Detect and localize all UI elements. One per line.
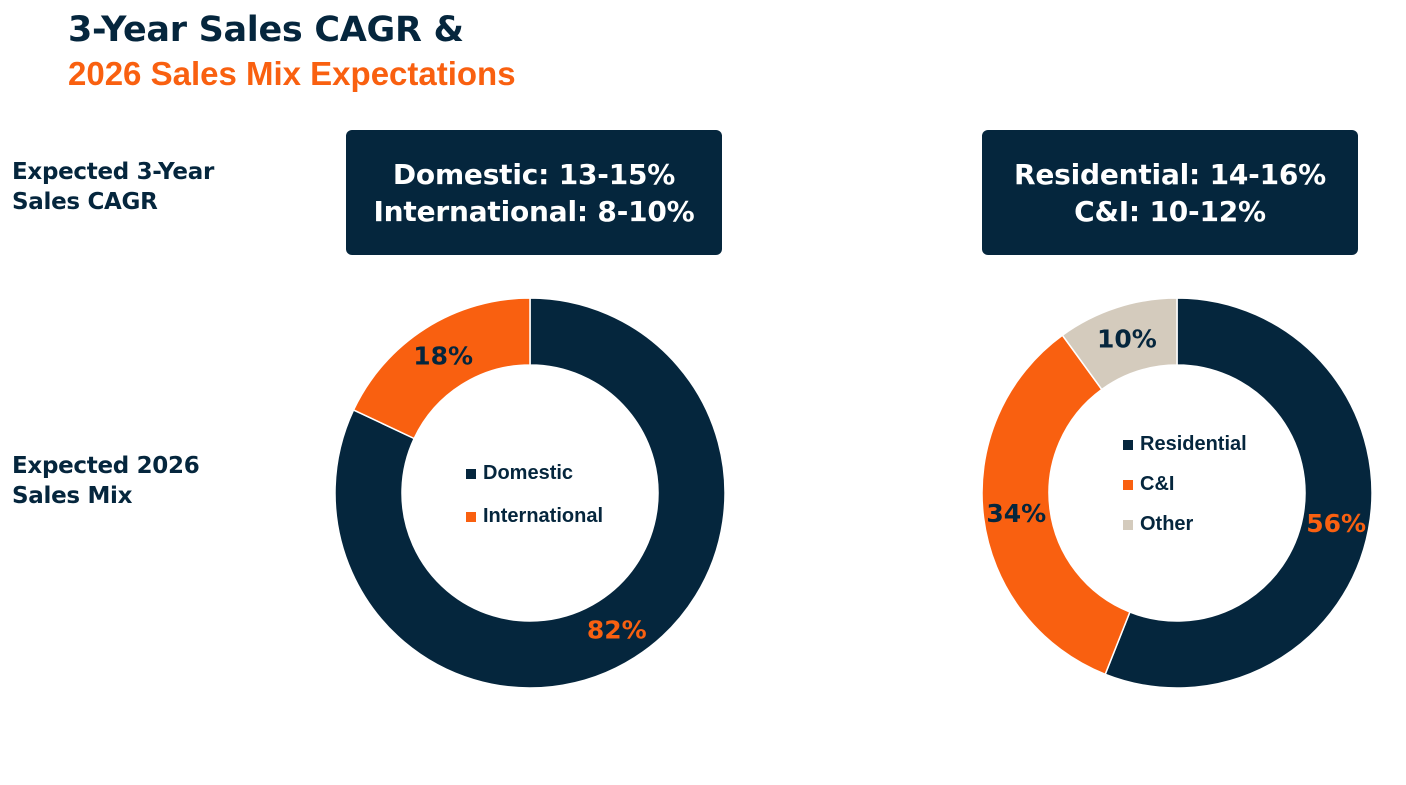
legend-geography: Domestic International (466, 462, 603, 528)
donut-chart-geography: 82% 18% Domestic International (334, 297, 726, 689)
cagr-domestic: Domestic: 13-15% (392, 157, 676, 191)
slice-label-residential: 56% (1306, 509, 1366, 538)
legend-swatch-other (1123, 519, 1133, 530)
mix-row-label: Expected 2026 Sales Mix (12, 453, 200, 509)
legend-item-international: International (466, 505, 603, 528)
legend-item-residential: Residential (1123, 433, 1247, 456)
legend-item-ci: C&I (1123, 473, 1247, 496)
legend-item-domestic: Domestic (466, 462, 603, 485)
legend-label-residential: Residential (1140, 433, 1247, 455)
legend-label-international: International (483, 505, 604, 527)
slice-other (1061, 297, 1178, 391)
donut-svg-segment: 56% 34% 10% (981, 297, 1373, 689)
slice-label-c-i: 34% (986, 499, 1046, 528)
cagr-international: International: 8-10% (373, 194, 695, 228)
slice-label-international: 18% (413, 342, 473, 371)
slice-label-other: 10% (1097, 324, 1157, 353)
slice-domestic (334, 297, 726, 689)
title-line-2: 2026 Sales Mix Expectations (68, 55, 516, 92)
slice-label-domestic: 82% (587, 615, 647, 644)
legend-swatch-international (466, 511, 476, 522)
cagr-box-segment: Residential: 14-16% C&I: 10-12% (982, 130, 1358, 255)
cagr-residential: Residential: 14-16% (1013, 157, 1326, 191)
legend-swatch-ci (1123, 479, 1133, 490)
donut-svg-geography: 82% 18% (334, 297, 726, 689)
legend-label-domestic: Domestic (483, 462, 574, 484)
donut-chart-segment: 56% 34% 10% Residential C&I Other (981, 297, 1373, 689)
slice-international (352, 297, 531, 440)
legend-swatch-domestic (466, 468, 476, 479)
cagr-ci: C&I: 10-12% (1074, 194, 1266, 228)
legend-item-other: Other (1123, 513, 1247, 536)
slice-residential (1104, 297, 1373, 689)
page-title: 3-Year Sales CAGR & 2026 Sales Mix Expec… (68, 8, 516, 96)
legend-segment: Residential C&I Other (1123, 433, 1247, 536)
cagr-box-geography: Domestic: 13-15% International: 8-10% (346, 130, 722, 255)
legend-label-ci: C&I (1140, 473, 1175, 495)
slice-c-i (981, 334, 1131, 676)
cagr-row-label: Expected 3-Year Sales CAGR (12, 159, 214, 215)
legend-swatch-residential (1123, 439, 1133, 450)
legend-label-other: Other (1140, 513, 1194, 535)
title-line-1: 3-Year Sales CAGR & (68, 10, 464, 50)
